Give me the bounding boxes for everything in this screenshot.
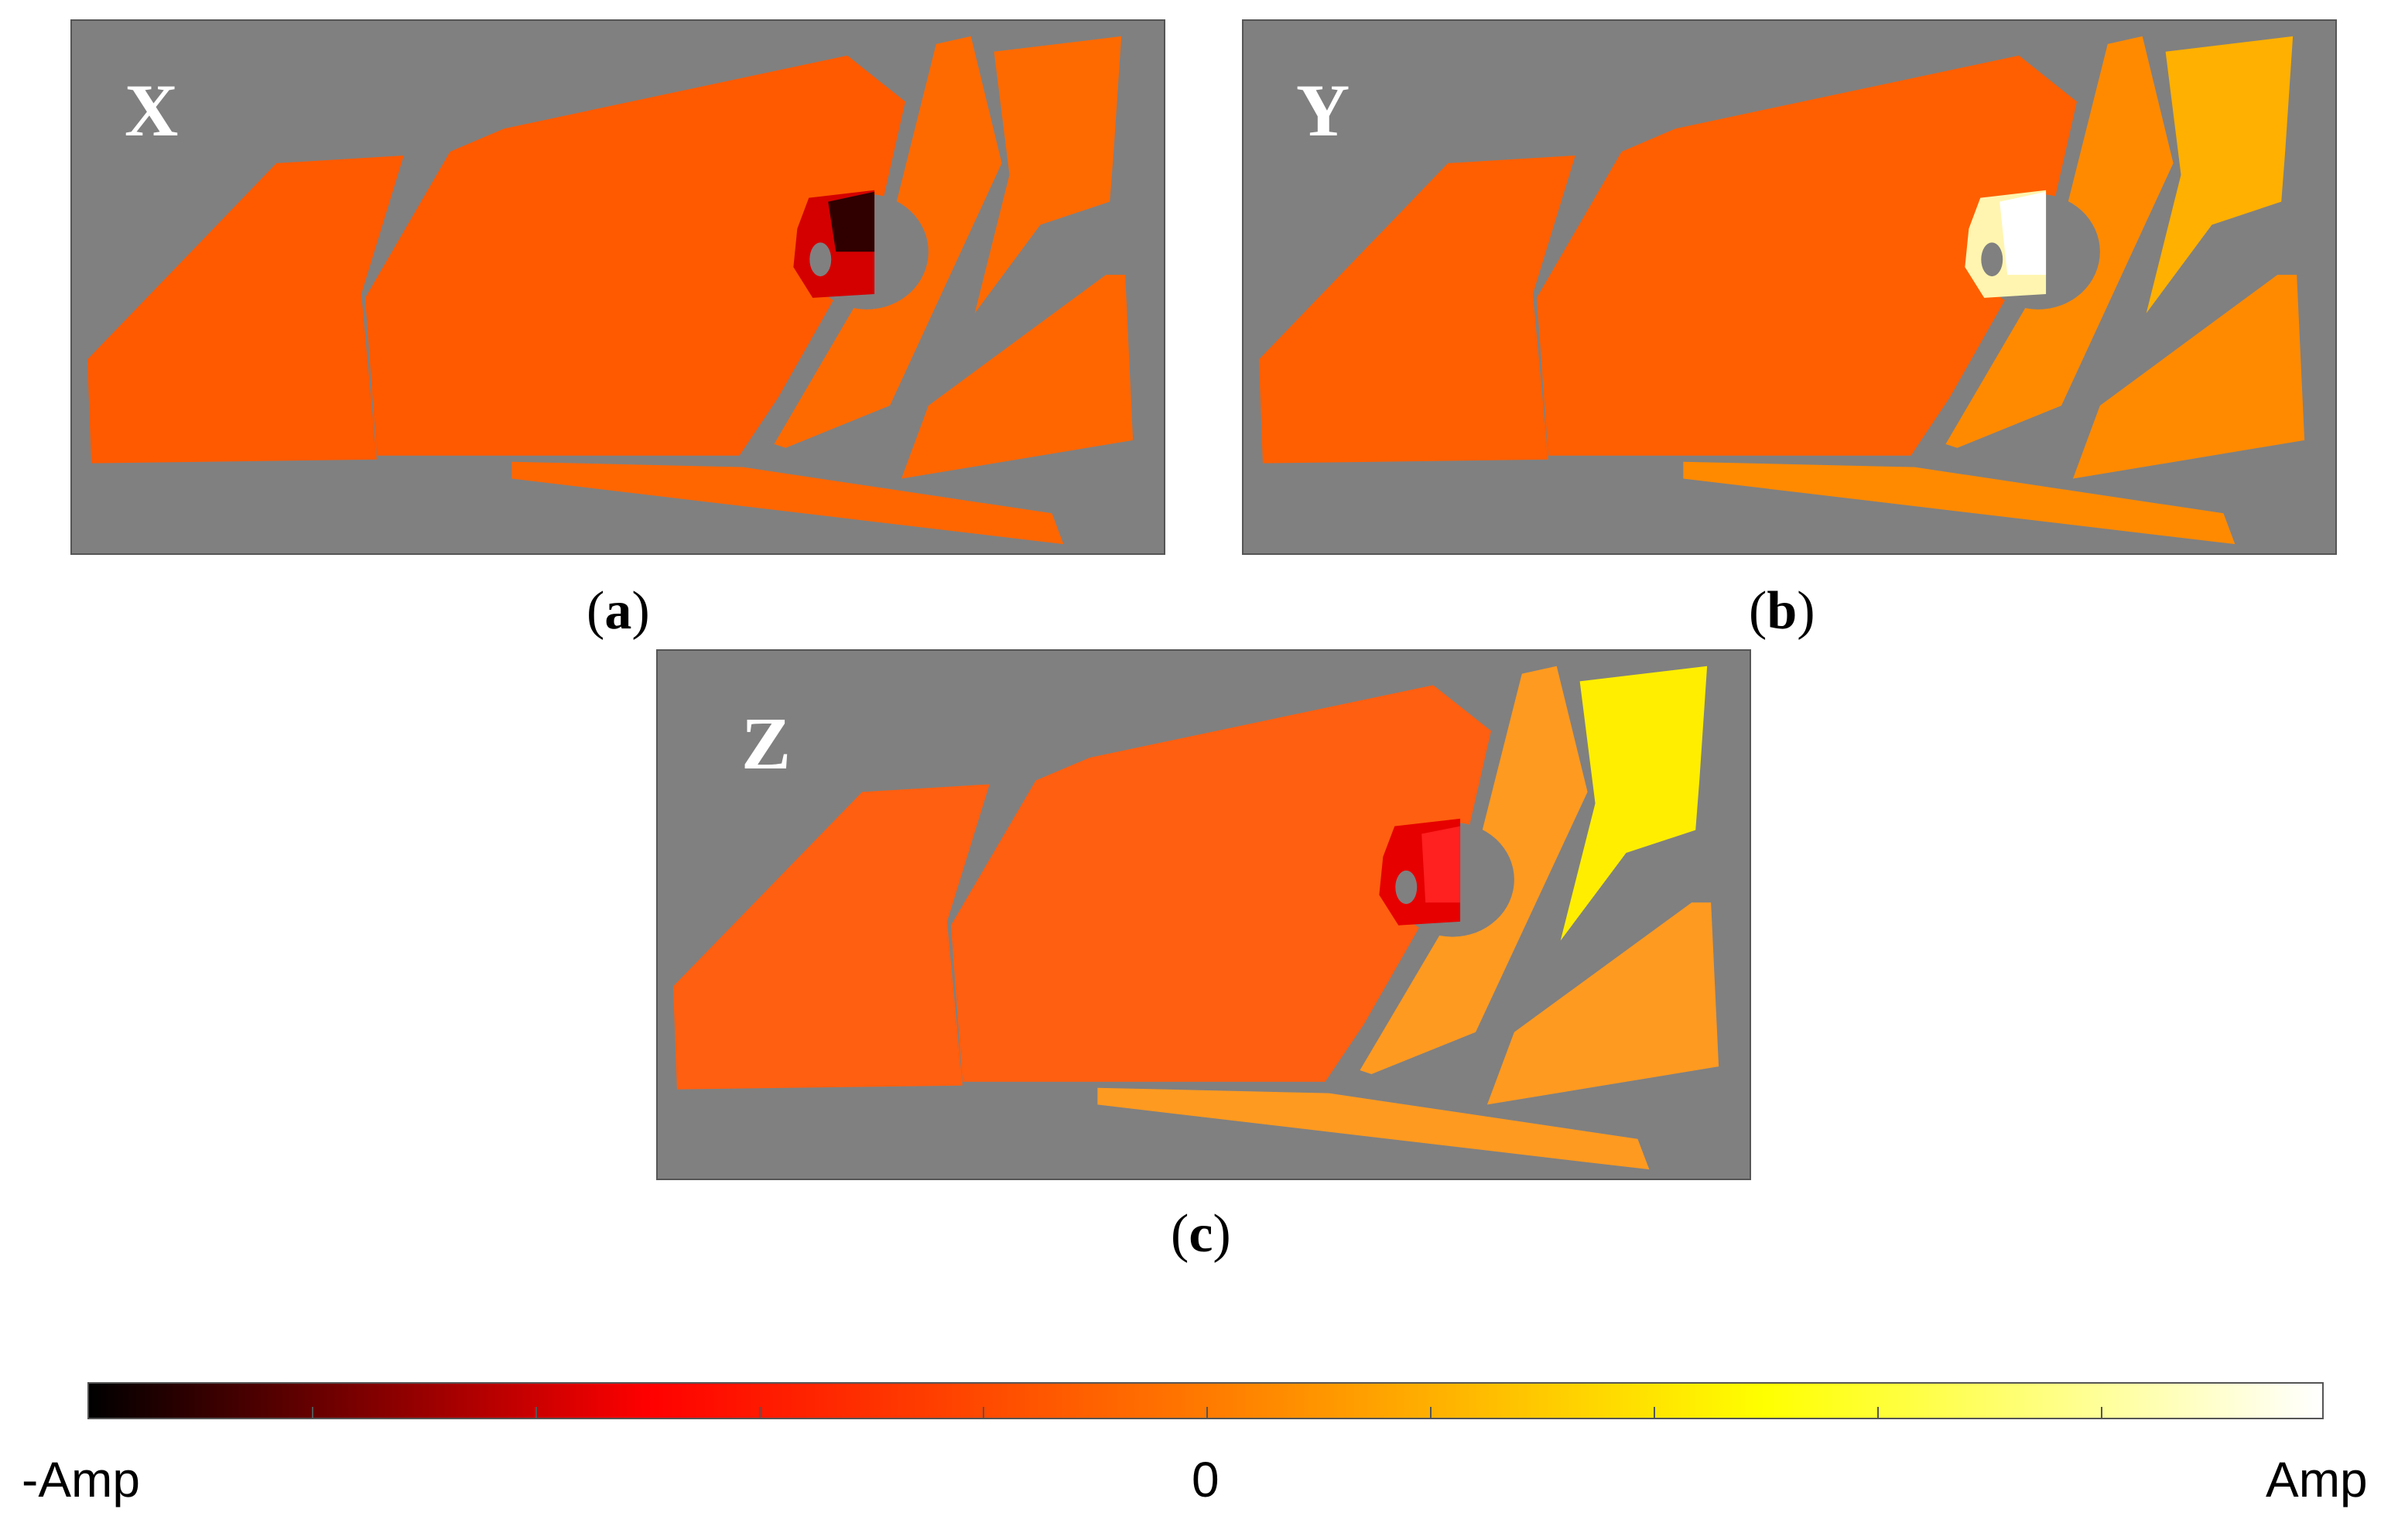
panel-y: Y (1242, 19, 2337, 555)
center-region (950, 685, 1491, 1082)
colorbar-max-label: Amp (2266, 1452, 2368, 1507)
caption-b: (b) (1749, 581, 1815, 641)
panel-z: Z (656, 649, 1751, 1180)
center-region (1536, 55, 2077, 456)
right-far-strip (2146, 36, 2294, 313)
caption-letter: a (604, 581, 632, 641)
hole-spot-dark (1999, 191, 2047, 275)
bottom-strip (1683, 461, 2236, 545)
center-region (364, 55, 905, 456)
right-lower-strip (901, 275, 1134, 479)
right-far-strip (974, 36, 1122, 313)
colorbar-tick (312, 1407, 313, 1418)
hole-inner (1395, 870, 1418, 905)
colorbar-mid-label: 0 (1192, 1452, 1220, 1507)
colorbar-tick (1877, 1407, 1879, 1418)
left-strip (1258, 155, 1575, 464)
caption-a: (a) (587, 581, 650, 641)
hole-inner (809, 242, 832, 277)
left-strip (672, 784, 990, 1090)
hole-spot-dark (1421, 826, 1461, 903)
hole-spot-dark (828, 191, 875, 252)
bottom-strip (511, 461, 1064, 545)
colorbar-tick (1430, 1407, 1432, 1418)
right-lower-strip (2072, 275, 2305, 479)
hole-inner (1981, 242, 2003, 277)
bottom-strip (1097, 1087, 1650, 1170)
colorbar-tick (983, 1407, 984, 1418)
caption-letter: c (1189, 1204, 1213, 1264)
axis-label: Z (741, 702, 792, 785)
axis-label: X (125, 69, 179, 152)
right-lower-strip (1486, 902, 1719, 1105)
panel-x-map (87, 36, 1134, 545)
colorbar-min-label: -Amp (22, 1452, 140, 1507)
colorbar-tick (535, 1407, 537, 1418)
colorbar-tick (759, 1407, 761, 1418)
caption-letter: b (1767, 581, 1798, 641)
axis-label: Y (1296, 69, 1350, 152)
caption-c: (c) (1171, 1204, 1231, 1264)
panel-z-map (672, 666, 1719, 1170)
left-strip (87, 155, 404, 464)
colorbar (87, 1382, 2324, 1419)
panel-x: X (70, 19, 1165, 555)
colorbar-tick (1654, 1407, 1655, 1418)
colorbar-tick (2101, 1407, 2102, 1418)
panel-y-map (1258, 36, 2305, 545)
colorbar-tick (1206, 1407, 1208, 1418)
right-far-strip (1560, 666, 1708, 941)
